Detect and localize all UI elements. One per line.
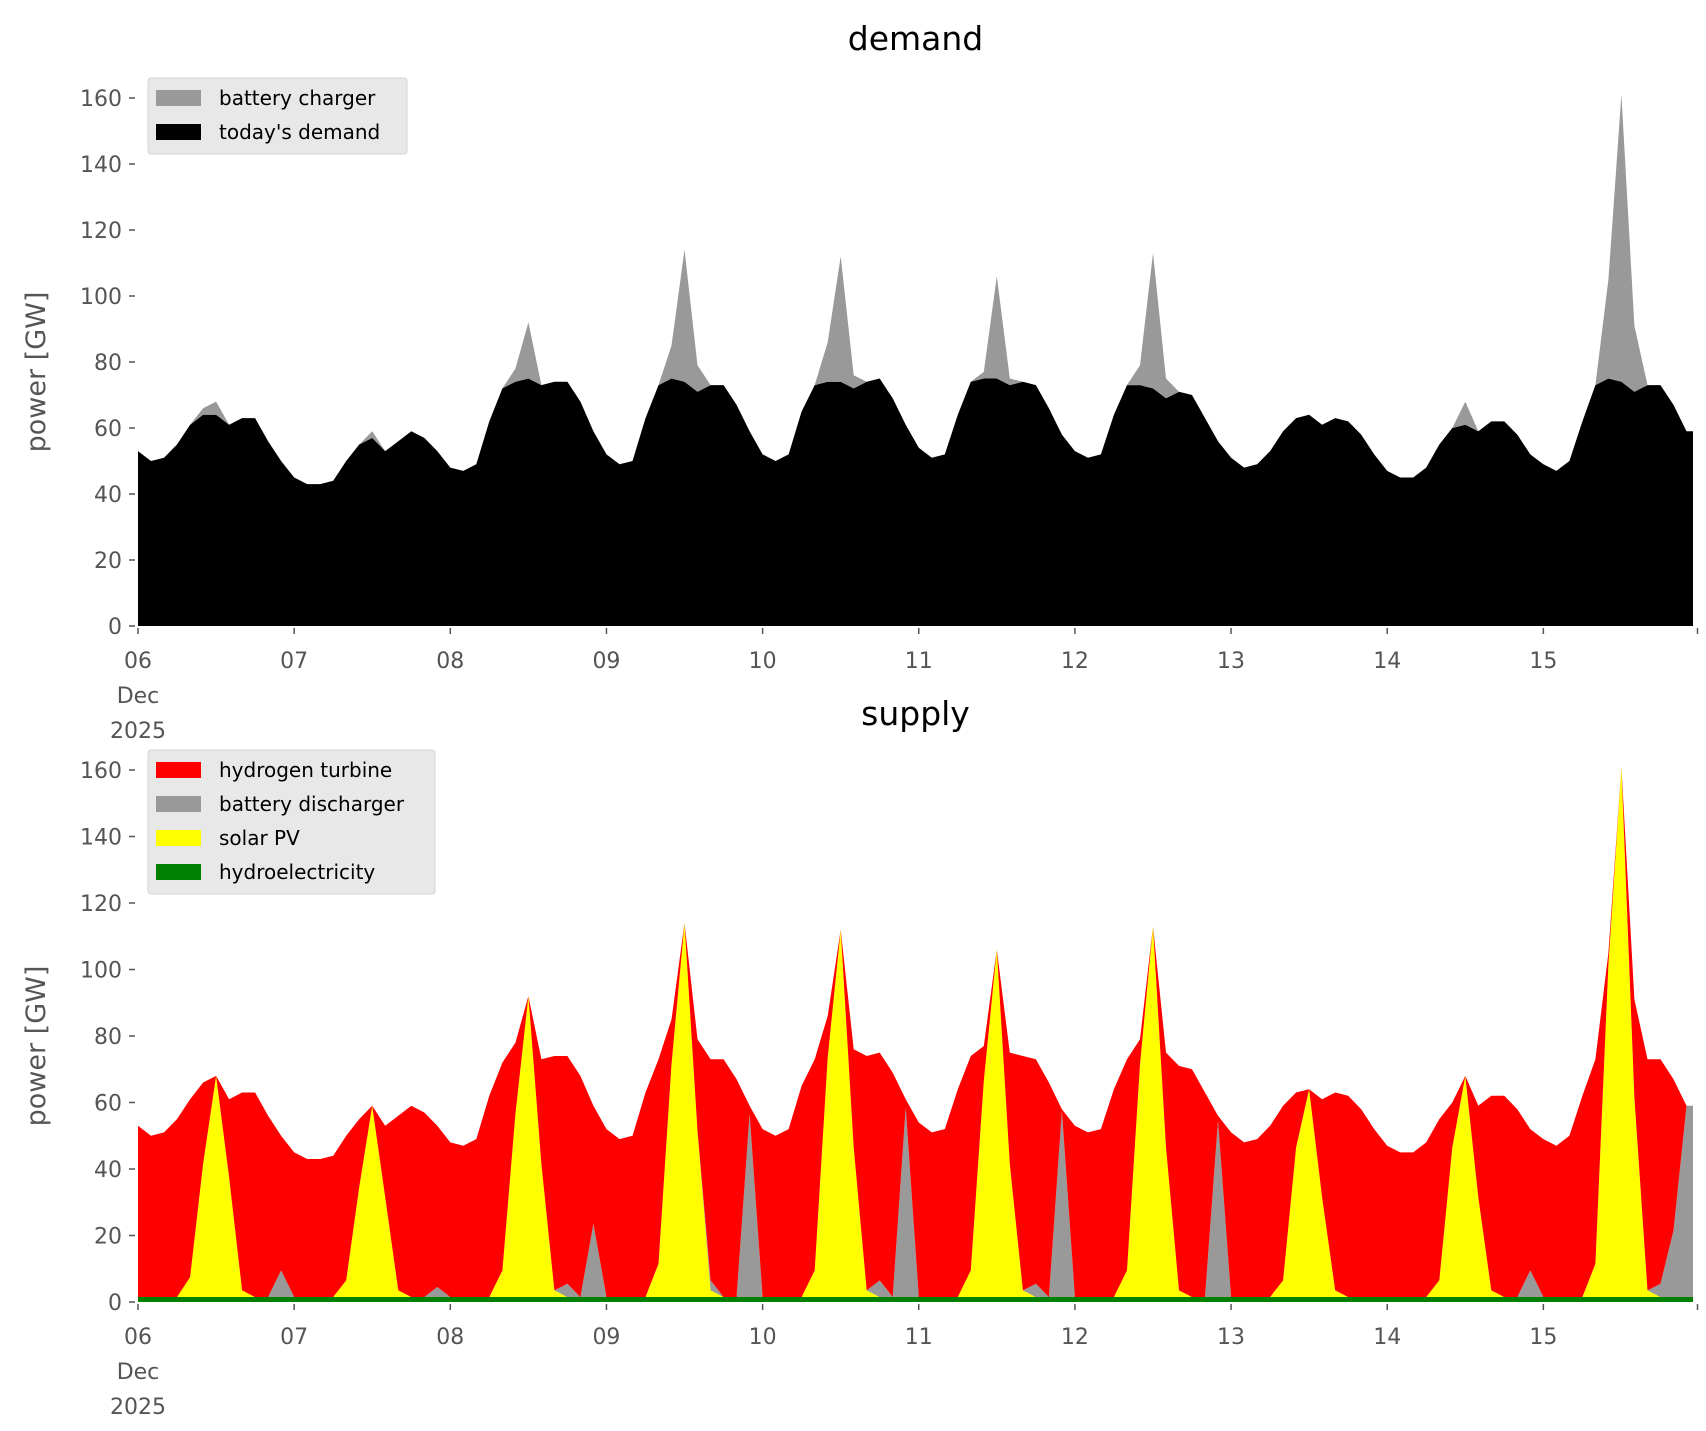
y-tick-label: 40	[94, 1158, 122, 1183]
x-tick-label: 10	[749, 1325, 777, 1350]
legend-swatch	[156, 864, 201, 880]
x-tick-label: 13	[1217, 1325, 1245, 1350]
y-tick-label: 20	[94, 549, 122, 574]
x-tick-label: 11	[905, 1325, 933, 1350]
demand-panel: demand power [GW] 0 20 40 60 80 100 120 140 160 06 D…	[21, 19, 1699, 744]
y-tick-label: 0	[108, 1291, 122, 1316]
x-tick-year: 2025	[110, 1395, 166, 1420]
legend-label: today's demand	[219, 120, 380, 144]
legend-label: battery discharger	[219, 792, 405, 816]
y-tick-label: 120	[80, 892, 122, 917]
x-tick-label: 07	[280, 649, 308, 674]
legend-swatch	[156, 830, 201, 846]
legend-swatch	[156, 796, 201, 812]
x-tick-label: 09	[592, 649, 620, 674]
y-tick-label: 120	[80, 219, 122, 244]
x-tick-label: 06	[124, 649, 152, 674]
x-tick-month: Dec	[117, 684, 160, 709]
x-tick-label: 10	[749, 649, 777, 674]
legend-label: hydrogen turbine	[219, 758, 392, 782]
y-tick-label: 80	[94, 1025, 122, 1050]
y-tick-label: 20	[94, 1225, 122, 1250]
legend-label: battery charger	[219, 86, 376, 110]
legend-swatch	[156, 90, 201, 106]
area-solar-pv	[138, 766, 1693, 1297]
x-tick-label: 15	[1529, 1325, 1557, 1350]
y-tick-label: 60	[94, 417, 122, 442]
x-tick-label: 12	[1061, 1325, 1089, 1350]
chart-title: demand	[848, 19, 983, 58]
y-tick-label: 140	[80, 153, 122, 178]
y-tick-label: 100	[80, 959, 122, 984]
y-tick-label: 140	[80, 826, 122, 851]
legend: hydrogen turbine battery discharger solar …	[147, 749, 436, 895]
legend: battery charger today's demand	[147, 77, 408, 155]
x-tick-label: 09	[592, 1325, 620, 1350]
legend-swatch	[156, 762, 201, 778]
x-tick-label: 12	[1061, 649, 1089, 674]
x-tick-label: 13	[1217, 649, 1245, 674]
legend-swatch	[156, 124, 201, 140]
y-tick-label: 0	[108, 615, 122, 640]
x-tick-month: Dec	[117, 1360, 160, 1385]
x-tick-label: 14	[1373, 1325, 1401, 1350]
area-today-s-demand	[138, 378, 1693, 626]
y-tick-label: 160	[80, 87, 122, 112]
x-tick-label: 08	[436, 649, 464, 674]
chart-title: supply	[861, 694, 970, 733]
x-tick-label: 11	[905, 649, 933, 674]
x-tick-label: 08	[436, 1325, 464, 1350]
area-hydrogen-turbine	[138, 766, 1693, 1297]
y-axis-label: power [GW]	[21, 966, 52, 1127]
x-tick-label: 15	[1529, 649, 1557, 674]
legend-box	[147, 749, 436, 895]
legend-label: hydroelectricity	[219, 860, 375, 884]
y-tick-label: 160	[80, 759, 122, 784]
x-tick-label: 07	[280, 1325, 308, 1350]
supply-panel: supply power [GW] 0 20 40 60 80 100 120 140 160 06 D…	[21, 694, 1699, 1420]
y-tick-label: 60	[94, 1092, 122, 1117]
y-tick-label: 100	[80, 285, 122, 310]
x-tick-year: 2025	[110, 719, 166, 744]
x-tick-label: 06	[124, 1325, 152, 1350]
legend-box	[147, 77, 408, 155]
x-tick-label: 14	[1373, 649, 1401, 674]
legend-label: solar PV	[219, 826, 300, 850]
y-tick-label: 80	[94, 351, 122, 376]
y-tick-label: 40	[94, 483, 122, 508]
y-axis-label: power [GW]	[21, 292, 52, 453]
